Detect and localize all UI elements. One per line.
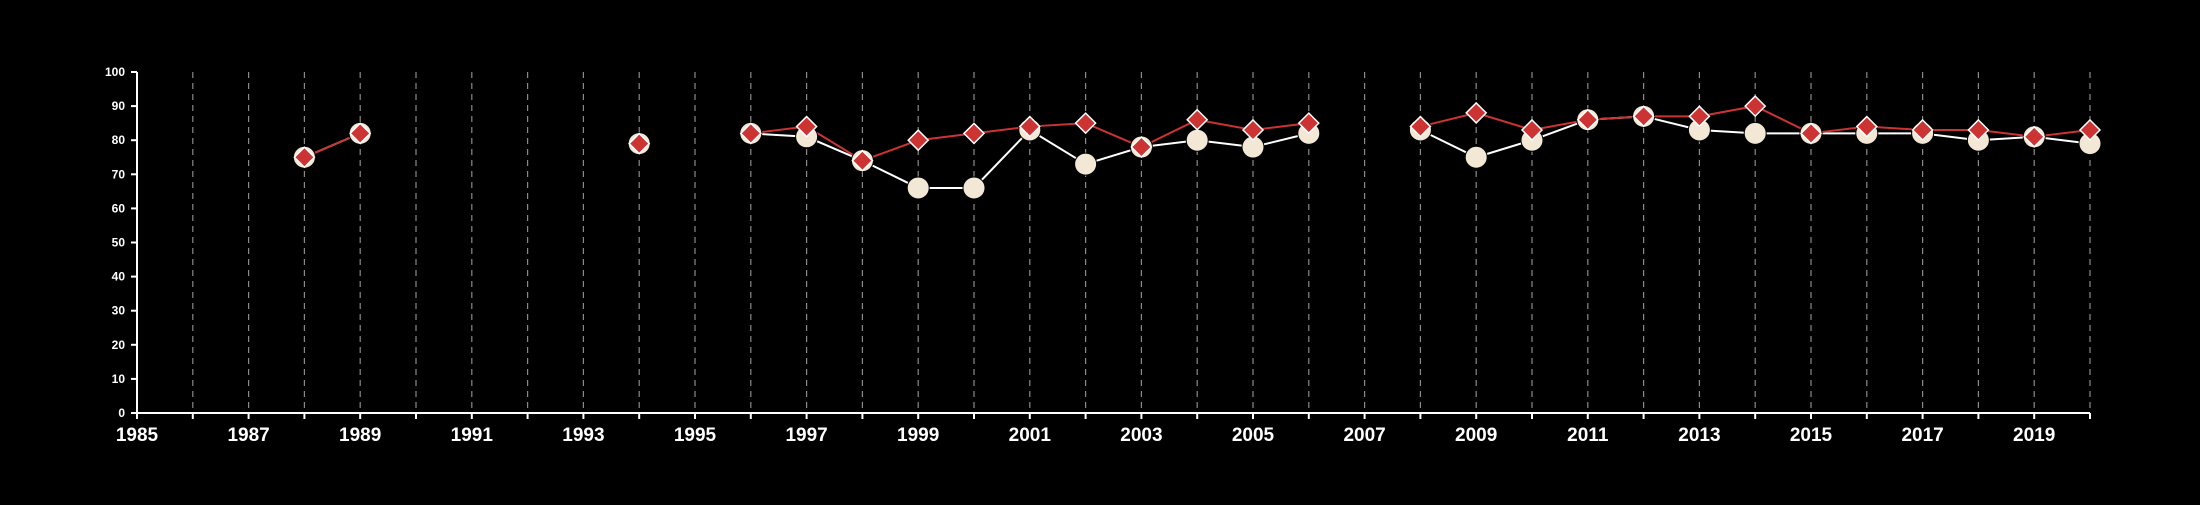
series-0-point-2009 bbox=[1464, 145, 1488, 169]
series-1-point-1989 bbox=[349, 122, 372, 145]
ytick-label-60: 60 bbox=[112, 201, 126, 215]
series-1-point-2020 bbox=[2078, 118, 2102, 142]
series-1-point-2016 bbox=[1855, 115, 1878, 138]
data-series bbox=[292, 95, 2102, 200]
series-1-point-1996 bbox=[739, 122, 762, 145]
series-1-point-2003 bbox=[1130, 135, 1153, 159]
xtick-label-2019: 2019 bbox=[2013, 425, 2055, 446]
xtick-label-2011: 2011 bbox=[1567, 425, 1609, 446]
series-0-point-2004 bbox=[1185, 128, 1209, 152]
ytick-label-0: 0 bbox=[118, 406, 125, 420]
series-1-point-2000 bbox=[962, 122, 986, 145]
xtick-label-1985: 1985 bbox=[116, 425, 159, 446]
series-1-point-2002 bbox=[1074, 112, 1097, 135]
series-1-point-2004 bbox=[1186, 108, 1209, 131]
series-1-point-2010 bbox=[1520, 118, 1544, 142]
ytick-label-10: 10 bbox=[112, 372, 126, 386]
xtick-label-2015: 2015 bbox=[1790, 425, 1833, 446]
ytick-label-70: 70 bbox=[112, 167, 126, 181]
series-1-point-2019 bbox=[2023, 125, 2046, 148]
ytick-label-50: 50 bbox=[112, 236, 126, 250]
xtick-label-1993: 1993 bbox=[562, 425, 604, 446]
series-1-point-2005 bbox=[1241, 118, 1265, 142]
series-1-point-1988 bbox=[293, 146, 316, 169]
series-1-point-2018 bbox=[1967, 118, 1990, 142]
ytick-label-40: 40 bbox=[112, 270, 126, 284]
xtick-label-1997: 1997 bbox=[785, 425, 827, 446]
xtick-label-1987: 1987 bbox=[227, 425, 269, 446]
series-1-point-2008 bbox=[1409, 115, 1432, 138]
axes: 0 10 20 30 40 50 60 70 80 90 100 1985 1987 1989 1991 19… bbox=[105, 65, 2091, 446]
series-1-markers bbox=[293, 95, 2102, 172]
gridlines bbox=[192, 72, 2091, 413]
xtick-label-2007: 2007 bbox=[1343, 425, 1385, 446]
series-1-point-1998 bbox=[851, 149, 874, 172]
series-1-point-2011 bbox=[1576, 108, 1599, 131]
series-1-point-2017 bbox=[1911, 118, 1934, 142]
series-1-point-2001 bbox=[1018, 115, 1041, 138]
series-1-point-2006 bbox=[1297, 112, 1320, 135]
series-1-point-2013 bbox=[1688, 105, 1711, 128]
ytick-label-100: 100 bbox=[105, 65, 125, 79]
series-1-point-1994 bbox=[628, 132, 651, 155]
xtick-label-2005: 2005 bbox=[1232, 425, 1275, 446]
xtick-label-2009: 2009 bbox=[1455, 425, 1497, 446]
series-1-point-1997 bbox=[795, 115, 818, 138]
xtick-label-1991: 1991 bbox=[451, 425, 494, 446]
ytick-label-80: 80 bbox=[112, 133, 126, 147]
xtick-label-2003: 2003 bbox=[1120, 425, 1162, 446]
xtick-label-1989: 1989 bbox=[339, 425, 381, 446]
xtick-label-2001: 2001 bbox=[1009, 425, 1052, 446]
xtick-label-2013: 2013 bbox=[1678, 425, 1720, 446]
xtick-label-2017: 2017 bbox=[1901, 425, 1943, 446]
series-0-point-2014 bbox=[1743, 121, 1767, 145]
series-1-point-2015 bbox=[1799, 122, 1823, 145]
series-0-point-1999 bbox=[906, 176, 930, 200]
series-1-point-2012 bbox=[1632, 105, 1655, 128]
xtick-label-1999: 1999 bbox=[897, 425, 939, 446]
series-1-point-2009 bbox=[1465, 101, 1488, 124]
ytick-label-90: 90 bbox=[112, 99, 126, 113]
series-0-point-2002 bbox=[1074, 152, 1098, 176]
xtick-label-1995: 1995 bbox=[674, 425, 717, 446]
ytick-label-20: 20 bbox=[112, 338, 126, 352]
series-0-point-2000 bbox=[962, 176, 986, 200]
series-1-point-2014 bbox=[1744, 95, 1767, 118]
series-1-point-1999 bbox=[907, 129, 930, 152]
ytick-label-30: 30 bbox=[112, 304, 126, 318]
